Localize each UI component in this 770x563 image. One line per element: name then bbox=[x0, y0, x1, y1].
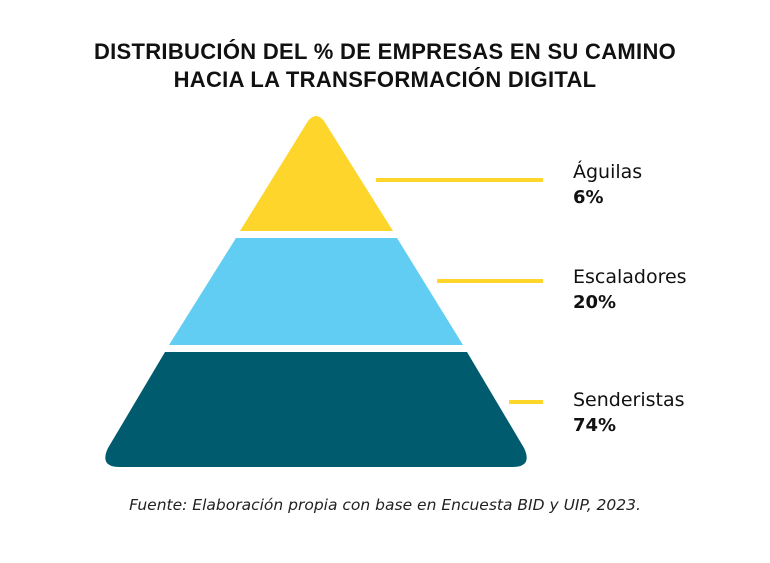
label-senderistas-value: 74% bbox=[573, 415, 617, 436]
label-aguilas-name: Águilas bbox=[573, 161, 643, 183]
source-note: Fuente: Elaboración propia con base en E… bbox=[129, 496, 641, 514]
label-senderistas: Senderistas 74% bbox=[573, 388, 685, 438]
chart-title-line-2: HACIA LA TRANSFORMACIÓN DIGITAL bbox=[173, 67, 597, 92]
label-escaladores-value: 20% bbox=[573, 292, 617, 313]
pyramid-tier-senderistas bbox=[105, 352, 527, 467]
label-senderistas-name: Senderistas bbox=[573, 389, 685, 411]
label-aguilas: Águilas 6% bbox=[573, 160, 642, 210]
chart-title: DISTRIBUCIÓN DEL % DE EMPRESAS EN SU CAM… bbox=[0, 38, 770, 94]
label-aguilas-value: 6% bbox=[573, 187, 604, 208]
label-escaladores-name: Escaladores bbox=[573, 266, 687, 288]
pyramid-tier-escaladores bbox=[169, 238, 463, 345]
chart-title-line-1: DISTRIBUCIÓN DEL % DE EMPRESAS EN SU CAM… bbox=[93, 39, 677, 64]
label-escaladores: Escaladores 20% bbox=[573, 265, 687, 315]
pyramid-tier-aguilas bbox=[240, 116, 393, 231]
